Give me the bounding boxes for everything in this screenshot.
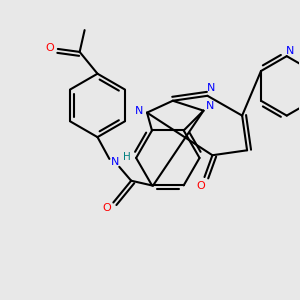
Text: N: N [111,157,119,167]
Text: O: O [102,203,111,214]
Text: H: H [123,152,131,162]
Text: N: N [206,101,214,111]
Text: O: O [196,181,205,191]
Text: O: O [46,43,54,53]
Text: N: N [207,83,216,93]
Text: N: N [135,106,143,116]
Text: N: N [286,46,294,56]
